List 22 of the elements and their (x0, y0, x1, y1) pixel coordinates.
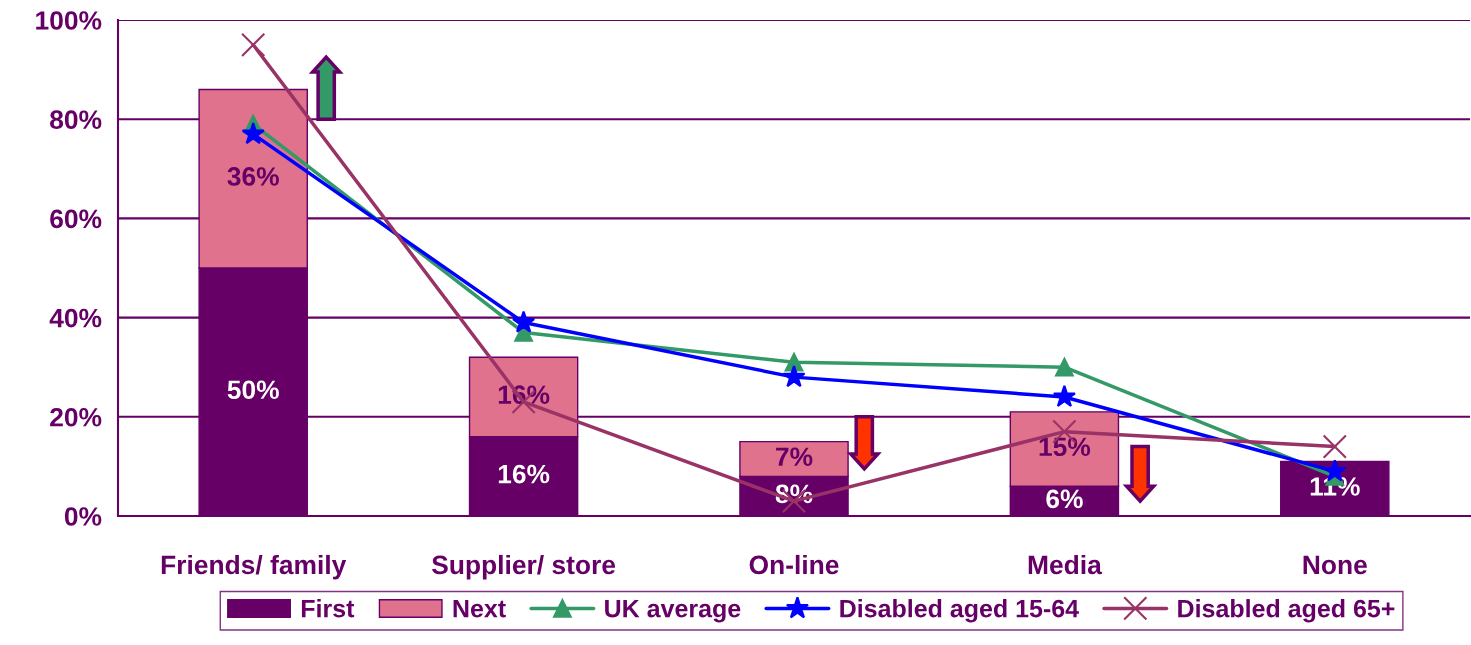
legend-label: Disabled aged 65+ (1178, 599, 1395, 623)
data-label: 36% (227, 167, 279, 186)
x-tick-label: Friends/ family (161, 554, 347, 580)
legend-label: Disabled aged 15-64 (840, 599, 1079, 623)
legend-label: Next (453, 599, 506, 618)
data-label: 16% (498, 464, 550, 484)
x-tick-label: Media (1028, 554, 1102, 575)
data-label: 50% (227, 380, 279, 400)
y-tick-label: 0% (64, 507, 102, 526)
data-label: 7% (776, 447, 813, 466)
data-label: 15% (1039, 437, 1091, 457)
legend-label: UK average (605, 599, 741, 623)
x-tick-label: On-line (749, 554, 839, 575)
legend-label: First (301, 599, 355, 618)
x-tick-label: Supplier/ store (431, 554, 616, 580)
y-tick-label: 60% (50, 209, 102, 229)
y-tick-label: 20% (50, 407, 102, 427)
x-tick-label: None (1303, 555, 1367, 575)
y-tick-label: 80% (50, 110, 102, 130)
y-tick-label: 100% (36, 11, 102, 30)
y-tick-label: 40% (49, 308, 102, 328)
data-label: 6% (1046, 489, 1083, 509)
